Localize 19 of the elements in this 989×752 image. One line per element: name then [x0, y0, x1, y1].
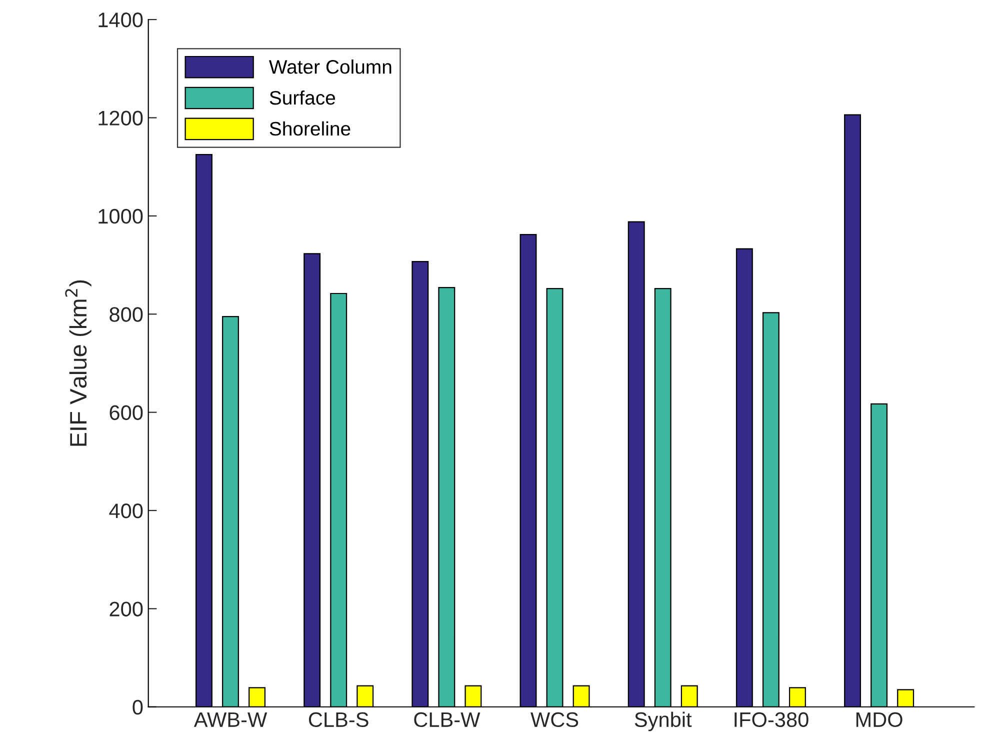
x-tick-label: CLB-W	[414, 712, 480, 728]
y-tick-label: 1000	[98, 208, 143, 224]
legend-label: Shoreline	[270, 121, 350, 136]
x-tick-label: WCS	[530, 712, 578, 728]
x-tick-label: IFO-380	[734, 712, 808, 728]
y-tick-label: 400	[109, 504, 143, 518]
y-tick-label: 200	[110, 602, 143, 616]
y-tick-label: 0	[132, 700, 143, 715]
y-tick-label: 600	[110, 405, 143, 420]
legend-label: Water Column	[268, 60, 392, 74]
x-tick-label: CLB-S	[308, 712, 368, 728]
y-tick-label: 1200	[98, 110, 143, 126]
y-axis-title: EIF Value (km$^{2}$)	[65, 280, 92, 446]
y-tick-label: 1400	[98, 12, 143, 28]
x-tick-label: Synbit	[634, 712, 692, 732]
legend-label: Surface	[270, 90, 336, 105]
x-tick-label: AWB-W	[194, 712, 268, 727]
x-tick-label: MDO	[856, 712, 902, 728]
y-tick-label: 800	[110, 307, 143, 322]
